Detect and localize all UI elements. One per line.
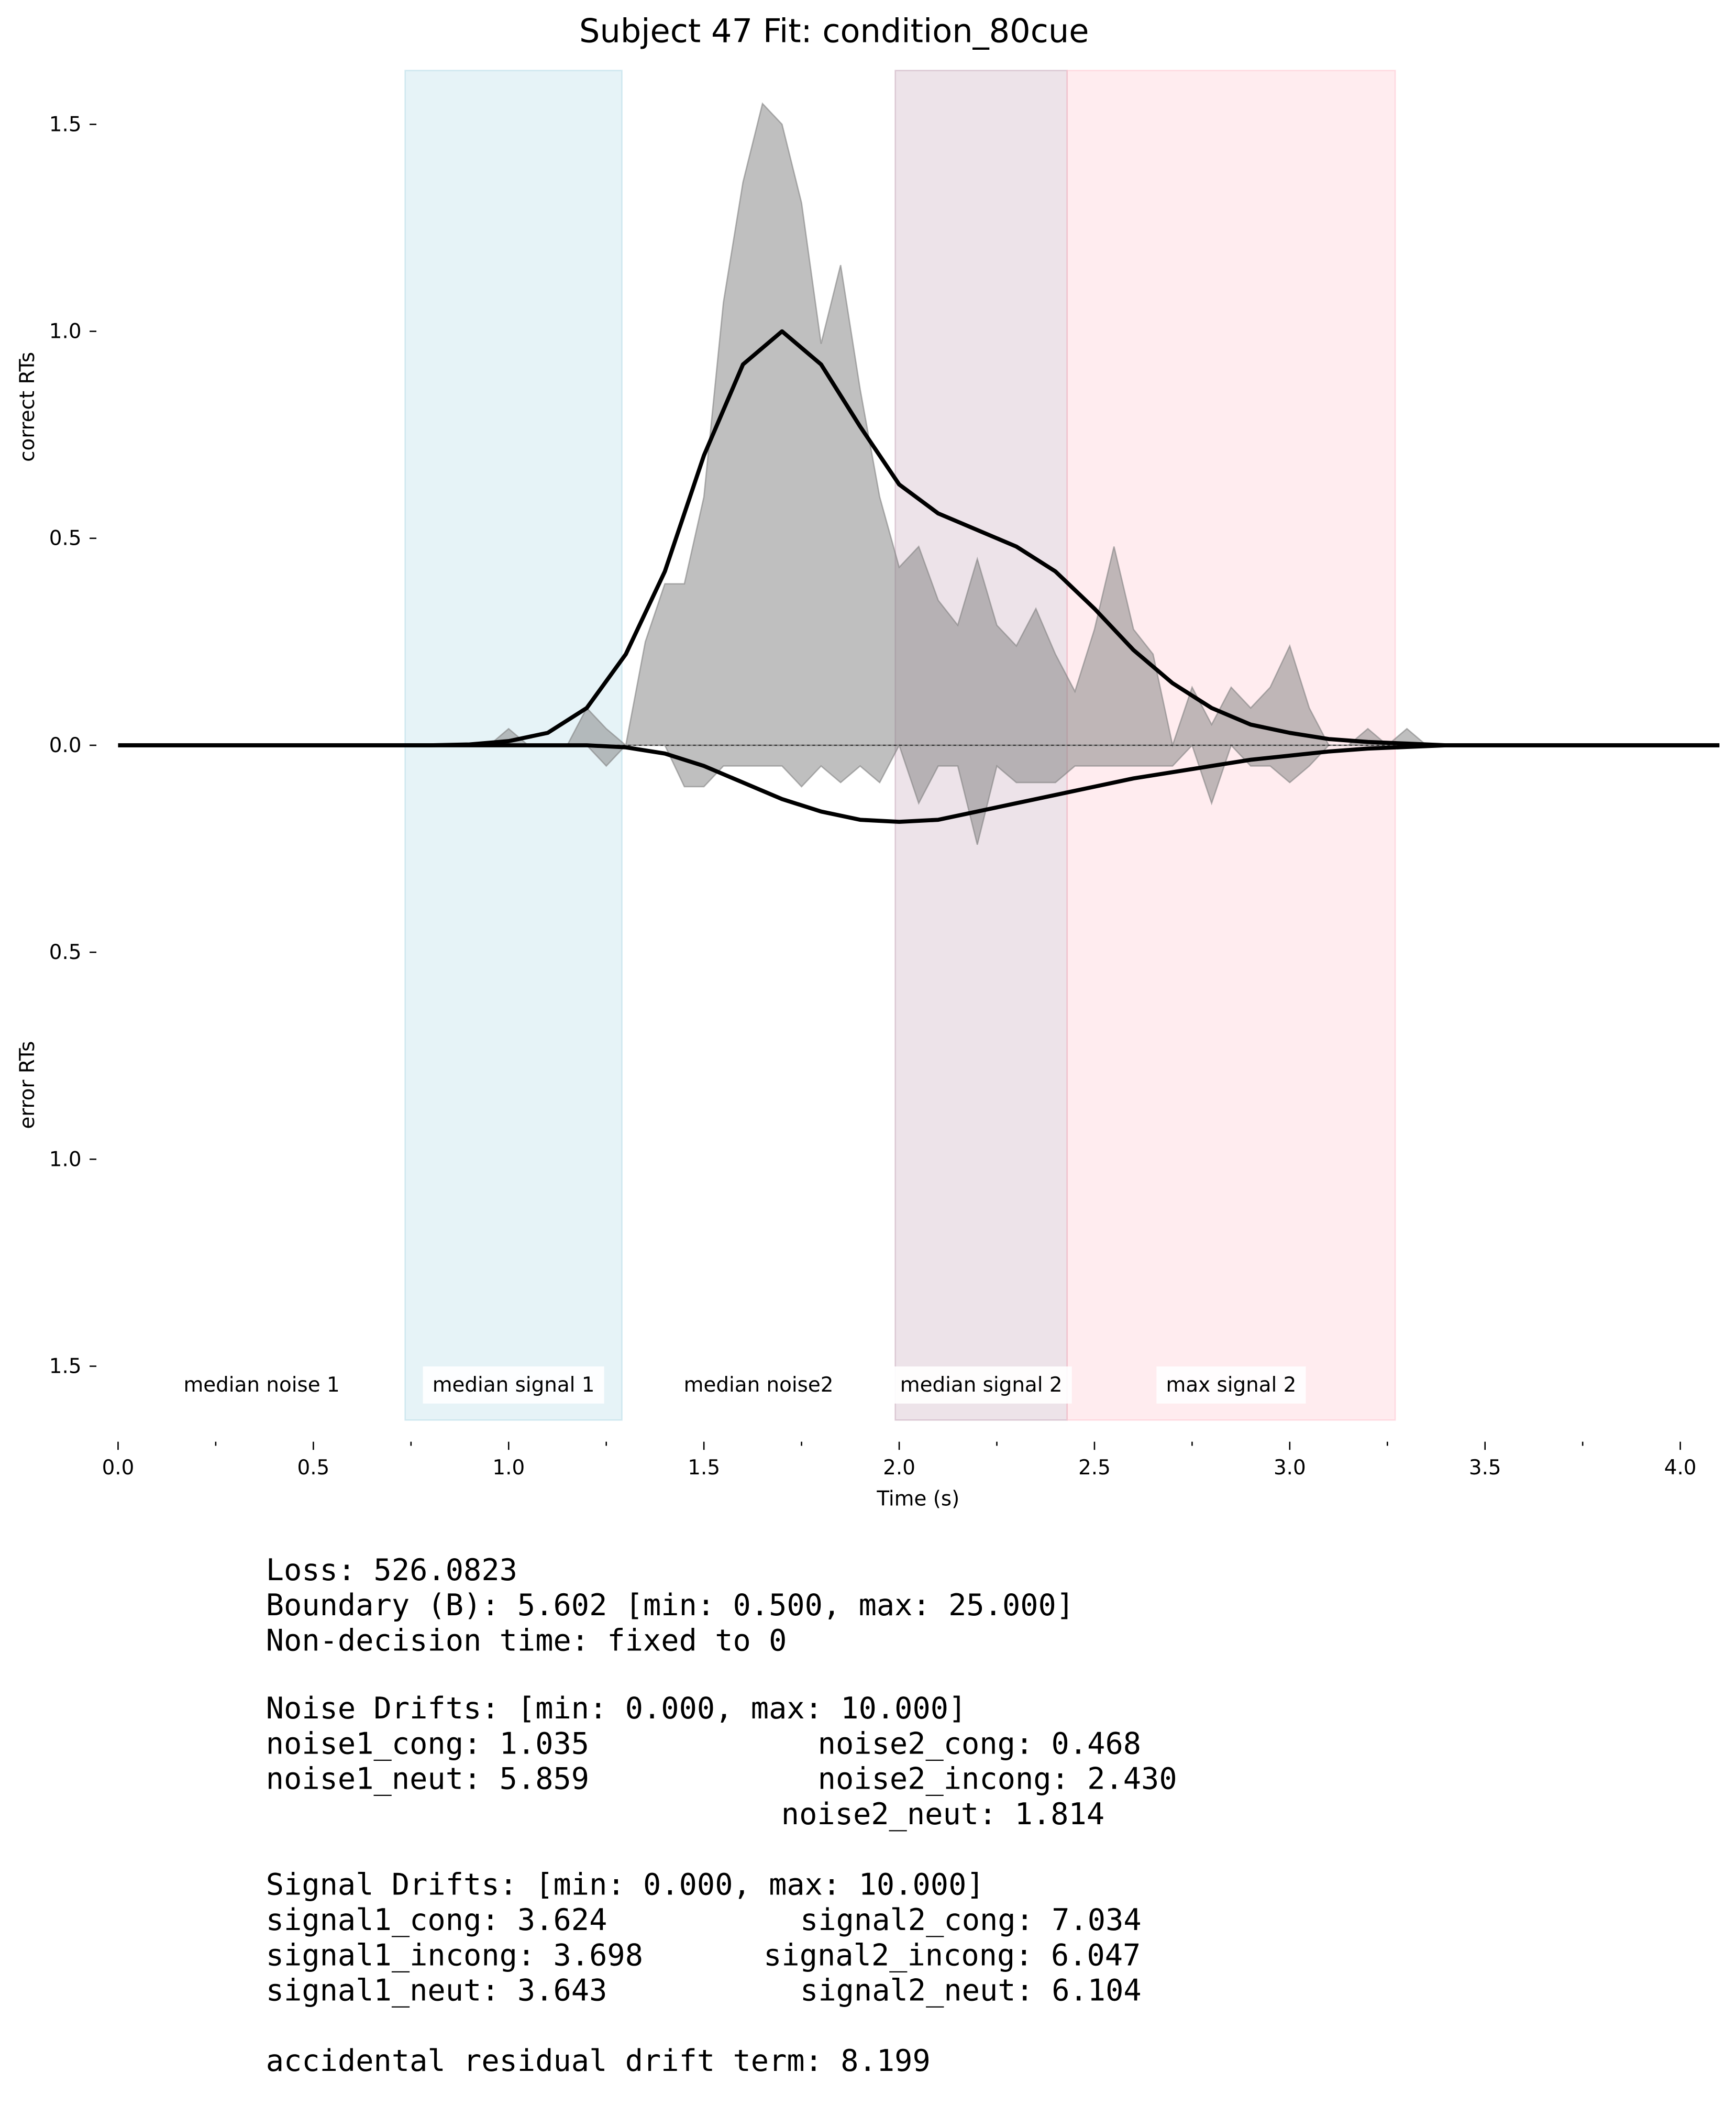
- x-tick-label: 1.0: [492, 1456, 525, 1480]
- band-label-box: [1156, 1366, 1306, 1404]
- x-tick-label: 3.5: [1469, 1456, 1501, 1480]
- y-tick-label: 0.5: [49, 527, 82, 550]
- x-tick-label: 2.5: [1078, 1456, 1111, 1480]
- stats-line: accidental residual drift term: 8.199: [266, 2044, 931, 2078]
- y-tick-label: 0.0: [49, 734, 82, 757]
- x-tick-label: 1.5: [688, 1456, 720, 1480]
- stats-line: signal1_cong: 3.624: [266, 1903, 607, 1937]
- stats-line: signal1_incong: 3.698: [266, 1938, 643, 1972]
- y-axis-label-bottom: error RTs: [16, 1041, 39, 1129]
- band-label: median noise2: [684, 1373, 834, 1397]
- stats-line: noise2_cong: 0.468: [818, 1726, 1141, 1761]
- band-label: median signal 1: [433, 1373, 595, 1397]
- x-tick-label: 0.0: [102, 1456, 135, 1480]
- band-label: max signal 2: [1166, 1373, 1297, 1397]
- band-label-box: [423, 1366, 604, 1404]
- stats-line: signal2_neut: 6.104: [800, 1973, 1142, 2008]
- stats-line: Non-decision time: fixed to 0: [266, 1623, 787, 1658]
- x-axis-label: Time (s): [876, 1487, 959, 1510]
- x-tick-label: 0.5: [297, 1456, 330, 1480]
- band-label-box: [890, 1366, 1072, 1404]
- y-tick-label: 1.5: [49, 1354, 82, 1378]
- stats-heading: Signal Drifts: [min: 0.000, max: 10.000]: [266, 1868, 985, 1902]
- stats-line: noise2_incong: 2.430: [818, 1762, 1177, 1796]
- stats-line: Boundary (B): 5.602 [min: 0.500, max: 25…: [266, 1588, 1074, 1623]
- stats-line: Loss: 526.0823: [266, 1553, 517, 1587]
- stats-line: signal1_neut: 3.643: [266, 1973, 607, 2008]
- y-axis-label-top: correct RTs: [16, 352, 39, 462]
- y-tick-label: 1.0: [49, 1148, 82, 1171]
- stats-line: noise2_neut: 1.814: [781, 1797, 1104, 1832]
- chart-title: Subject 47 Fit: condition_80cue: [579, 12, 1089, 50]
- y-tick-label: 1.5: [49, 113, 82, 136]
- fit-error: [118, 743, 1720, 824]
- x-tick-label: 2.0: [883, 1456, 915, 1480]
- stats-heading: Noise Drifts: [min: 0.000, max: 10.000]: [266, 1691, 967, 1726]
- x-tick-label: 4.0: [1664, 1456, 1697, 1480]
- histogram-correct: [450, 102, 1429, 748]
- y-tick-label: 1.0: [49, 320, 82, 344]
- histogram-error: [450, 743, 1427, 845]
- plot: 1.5 1.0 0.5 0.0 0.5 1.0 1.5 0.0 0.5 1.0 1.5 2.0 2.5 3…: [49, 102, 1720, 1480]
- stats-line: signal2_incong: 6.047: [764, 1938, 1141, 1972]
- band-label: median noise 1: [183, 1373, 339, 1397]
- stats-line: signal2_cong: 7.034: [800, 1903, 1142, 1937]
- stats-line: noise1_cong: 1.035: [266, 1726, 589, 1761]
- band-label: median signal 2: [900, 1373, 1063, 1397]
- stats-line: noise1_neut: 5.859: [266, 1762, 589, 1796]
- x-tick-label: 3.0: [1274, 1456, 1306, 1480]
- y-tick-label: 0.5: [49, 941, 82, 964]
